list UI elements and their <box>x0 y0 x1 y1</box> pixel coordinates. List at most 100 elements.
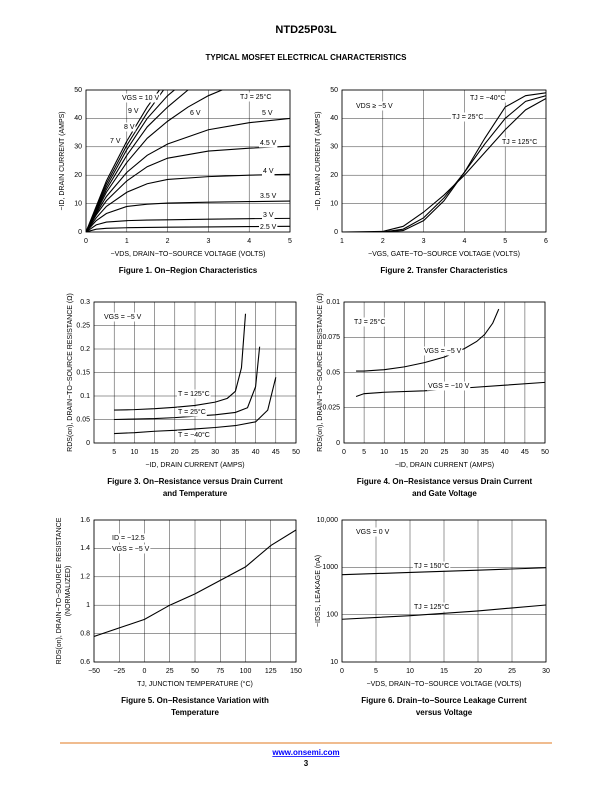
curve-label: T = 25°C <box>178 408 206 416</box>
curve-label: 4.5 V <box>260 140 277 147</box>
annotation-bg <box>239 92 273 102</box>
curve-label: VGS = −10 V <box>428 383 470 390</box>
curve <box>86 200 290 232</box>
figure-caption: Figure 1. On−Region Characteristics <box>119 266 258 275</box>
curve-label-bg <box>259 191 278 201</box>
curve-label-bg <box>262 210 275 220</box>
figure-caption: and Temperature <box>163 489 228 498</box>
curve-label: T = −40°C <box>178 431 210 439</box>
curve-label: 8 V <box>124 124 135 131</box>
figure-caption: Figure 5. On−Resistance Variation with <box>121 696 269 705</box>
y-tick-label: 50 <box>330 87 338 94</box>
footer-link[interactable]: www.onsemi.com <box>271 748 339 757</box>
curve-label: VGS = −5 V <box>424 348 462 355</box>
y-tick-label: 0.6 <box>80 659 90 666</box>
curve-label: T = 125°C <box>178 390 210 398</box>
curve-label: 4 V <box>263 168 274 175</box>
y-tick-label: 10 <box>74 200 82 207</box>
annotation-bg <box>111 533 146 543</box>
curve-label-bg <box>189 108 202 118</box>
y-tick-label: 0.1 <box>80 393 90 400</box>
x-tick-label: 30 <box>461 449 469 456</box>
y-tick-label: 30 <box>330 144 338 151</box>
curve <box>86 217 290 232</box>
x-tick-label: 30 <box>211 449 219 456</box>
x-tick-label: 25 <box>441 449 449 456</box>
x-tick-label: 15 <box>151 449 159 456</box>
y-tick-label: 10 <box>330 659 338 666</box>
curve <box>86 90 224 232</box>
y-tick-label: 0.025 <box>322 405 340 412</box>
curve <box>342 567 546 576</box>
y-tick-label: 1 <box>86 602 90 609</box>
x-tick-label: 5 <box>362 449 366 456</box>
x-tick-label: 50 <box>191 668 199 675</box>
x-tick-label: 35 <box>481 449 489 456</box>
y-tick-label: 0.05 <box>326 369 340 376</box>
y-tick-label: 1000 <box>322 564 338 571</box>
curve <box>86 90 176 232</box>
x-tick-label: 40 <box>252 449 260 456</box>
x-tick-label: 15 <box>440 668 448 675</box>
curve-label-bg <box>262 166 275 176</box>
x-tick-label: 30 <box>542 668 550 675</box>
x-axis-label: −ID, DRAIN CURRENT (AMPS) <box>145 462 244 469</box>
x-tick-label: 2 <box>381 238 385 245</box>
curve-label-bg <box>177 389 211 399</box>
y-tick-label: 0.01 <box>326 299 340 306</box>
curves <box>342 92 546 232</box>
curve-label: 3.5 V <box>260 193 277 200</box>
y-axis-label: −ID, DRAIN CURRENT (AMPS) <box>315 111 322 210</box>
x-axis-label: −VDS, DRAIN−TO−SOURCE VOLTAGE (VOLTS) <box>111 251 266 258</box>
annotation: VDS ≥ −5 V <box>356 103 393 110</box>
curve <box>86 117 290 232</box>
x-tick-label: 25 <box>166 668 174 675</box>
y-tick-label: 20 <box>330 172 338 179</box>
curve-label-bg <box>259 222 278 232</box>
x-tick-label: 40 <box>501 449 509 456</box>
curve-label-bg <box>121 93 161 103</box>
y-axis-label: RDS(on), DRAIN−TO−SOURCE RESISTANCE (Ω) <box>67 293 74 452</box>
curve <box>356 308 500 372</box>
x-tick-label: 125 <box>265 668 277 675</box>
annotation: VGS = 0 V <box>356 529 390 536</box>
y-axis-label: −ID, DRAIN CURRENT (AMPS) <box>59 111 66 210</box>
x-tick-label: 10 <box>406 668 414 675</box>
y-tick-label: 0.2 <box>80 346 90 353</box>
annotation: VGS = −5 V <box>104 314 142 321</box>
figure-caption: versus Voltage <box>416 708 473 717</box>
x-tick-label: 0 <box>143 668 147 675</box>
x-tick-label: 45 <box>521 449 529 456</box>
annotation: VGS = −5 V <box>112 546 150 553</box>
curve-label-bg <box>177 407 207 417</box>
x-tick-label: 45 <box>272 449 280 456</box>
figure-caption: and Gate Voltage <box>412 489 477 498</box>
x-tick-label: −50 <box>88 668 100 675</box>
annotation: ID = −12.5 <box>112 535 145 542</box>
x-tick-label: 4 <box>462 238 466 245</box>
y-tick-label: 1.4 <box>80 545 90 552</box>
x-tick-label: 35 <box>232 449 240 456</box>
y-tick-label: 0.075 <box>322 334 340 341</box>
y-tick-label: 0.25 <box>76 322 90 329</box>
y-tick-label: 0 <box>336 440 340 447</box>
x-tick-label: 0 <box>342 449 346 456</box>
curve-label: TJ = 150°C <box>414 562 449 570</box>
y-tick-label: 50 <box>74 87 82 94</box>
x-tick-label: 20 <box>421 449 429 456</box>
x-tick-label: 4 <box>247 238 251 245</box>
curve-label-bg <box>501 137 539 147</box>
figure-caption: Figure 6. Drain−to−Source Leakage Curren… <box>361 696 527 705</box>
y-tick-label: 0 <box>78 229 82 236</box>
x-axis-label: −ID, DRAIN CURRENT (AMPS) <box>395 462 494 469</box>
y-tick-label: 40 <box>330 115 338 122</box>
curve <box>86 173 290 232</box>
x-tick-label: 1 <box>125 238 129 245</box>
curve-label: 3 V <box>263 212 274 219</box>
x-tick-label: 2 <box>166 238 170 245</box>
curves <box>94 529 296 637</box>
y-tick-label: 0.8 <box>80 630 90 637</box>
curve-label: 2.5 V <box>260 224 277 231</box>
x-tick-label: 75 <box>216 668 224 675</box>
curve <box>94 529 296 637</box>
